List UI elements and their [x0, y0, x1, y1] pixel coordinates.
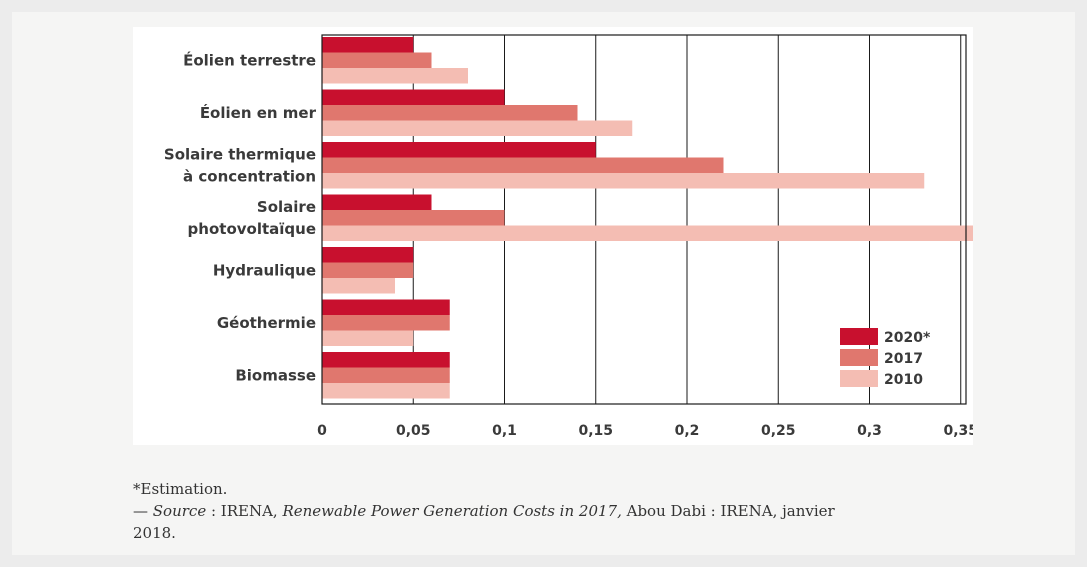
source-sep: : IRENA, [206, 502, 283, 520]
source-dash: — [133, 502, 153, 520]
bar [322, 352, 450, 368]
category-label: à concentration [183, 167, 316, 185]
source-label: Source [152, 502, 207, 520]
bar [322, 247, 414, 263]
bar [322, 173, 925, 189]
source-title: Renewable Power Generation Costs in 2017… [282, 502, 622, 520]
category-label: Éolien terrestre [183, 50, 316, 69]
bar [322, 120, 633, 136]
legend-swatch [840, 328, 878, 345]
bar [322, 367, 450, 383]
legend-swatch [840, 349, 878, 366]
bar [322, 315, 450, 331]
bar [322, 105, 578, 121]
category-label: Éolien en mer [200, 103, 317, 122]
caption-year: 2018. [133, 524, 176, 542]
figure-caption: *Estimation. — Source : IRENA, Renewable… [133, 478, 1013, 544]
category-label: Hydraulique [213, 261, 316, 279]
bar [322, 37, 414, 53]
caption-note: *Estimation. [133, 480, 228, 498]
bar [322, 278, 395, 294]
bar-chart: Éolien terrestre Éolien en mer Solaire the… [164, 34, 973, 439]
x-tick-label: 0,05 [396, 423, 431, 439]
x-tick-label: 0,2 [675, 423, 700, 439]
legend-swatch [840, 370, 878, 387]
bar [322, 142, 596, 158]
category-label: photovoltaïque [188, 220, 316, 238]
plot-frame [321, 34, 967, 405]
bar [322, 194, 432, 210]
x-tick-label: 0,35 [943, 423, 973, 439]
bar [322, 89, 505, 105]
bar [322, 383, 450, 399]
legend-label: 2017 [884, 351, 923, 367]
x-tick-label: 0,15 [578, 423, 613, 439]
x-tick-label: 0,25 [761, 423, 796, 439]
bar [322, 262, 414, 278]
category-label: Géothermie [217, 314, 316, 332]
x-tick-label: 0,1 [492, 423, 517, 439]
caption-source: — Source : IRENA, Renewable Power Genera… [133, 500, 1013, 522]
bar [322, 330, 414, 346]
x-tick-label: 0 [317, 423, 327, 439]
bar [322, 157, 724, 173]
bar [322, 225, 973, 241]
legend-label: 2020* [884, 330, 931, 346]
x-tick-label: 0,3 [857, 423, 882, 439]
bar [322, 52, 432, 68]
category-label: Solaire [257, 198, 316, 216]
legend-label: 2010 [884, 372, 923, 388]
bar [322, 210, 505, 226]
source-rest: Abou Dabi : IRENA, janvier [621, 502, 835, 520]
category-label: Solaire thermique [164, 145, 316, 163]
bar [322, 299, 450, 315]
category-label: Biomasse [235, 366, 316, 384]
chart-card: Éolien terrestre Éolien en mer Solaire the… [133, 27, 973, 445]
bar [322, 68, 468, 84]
